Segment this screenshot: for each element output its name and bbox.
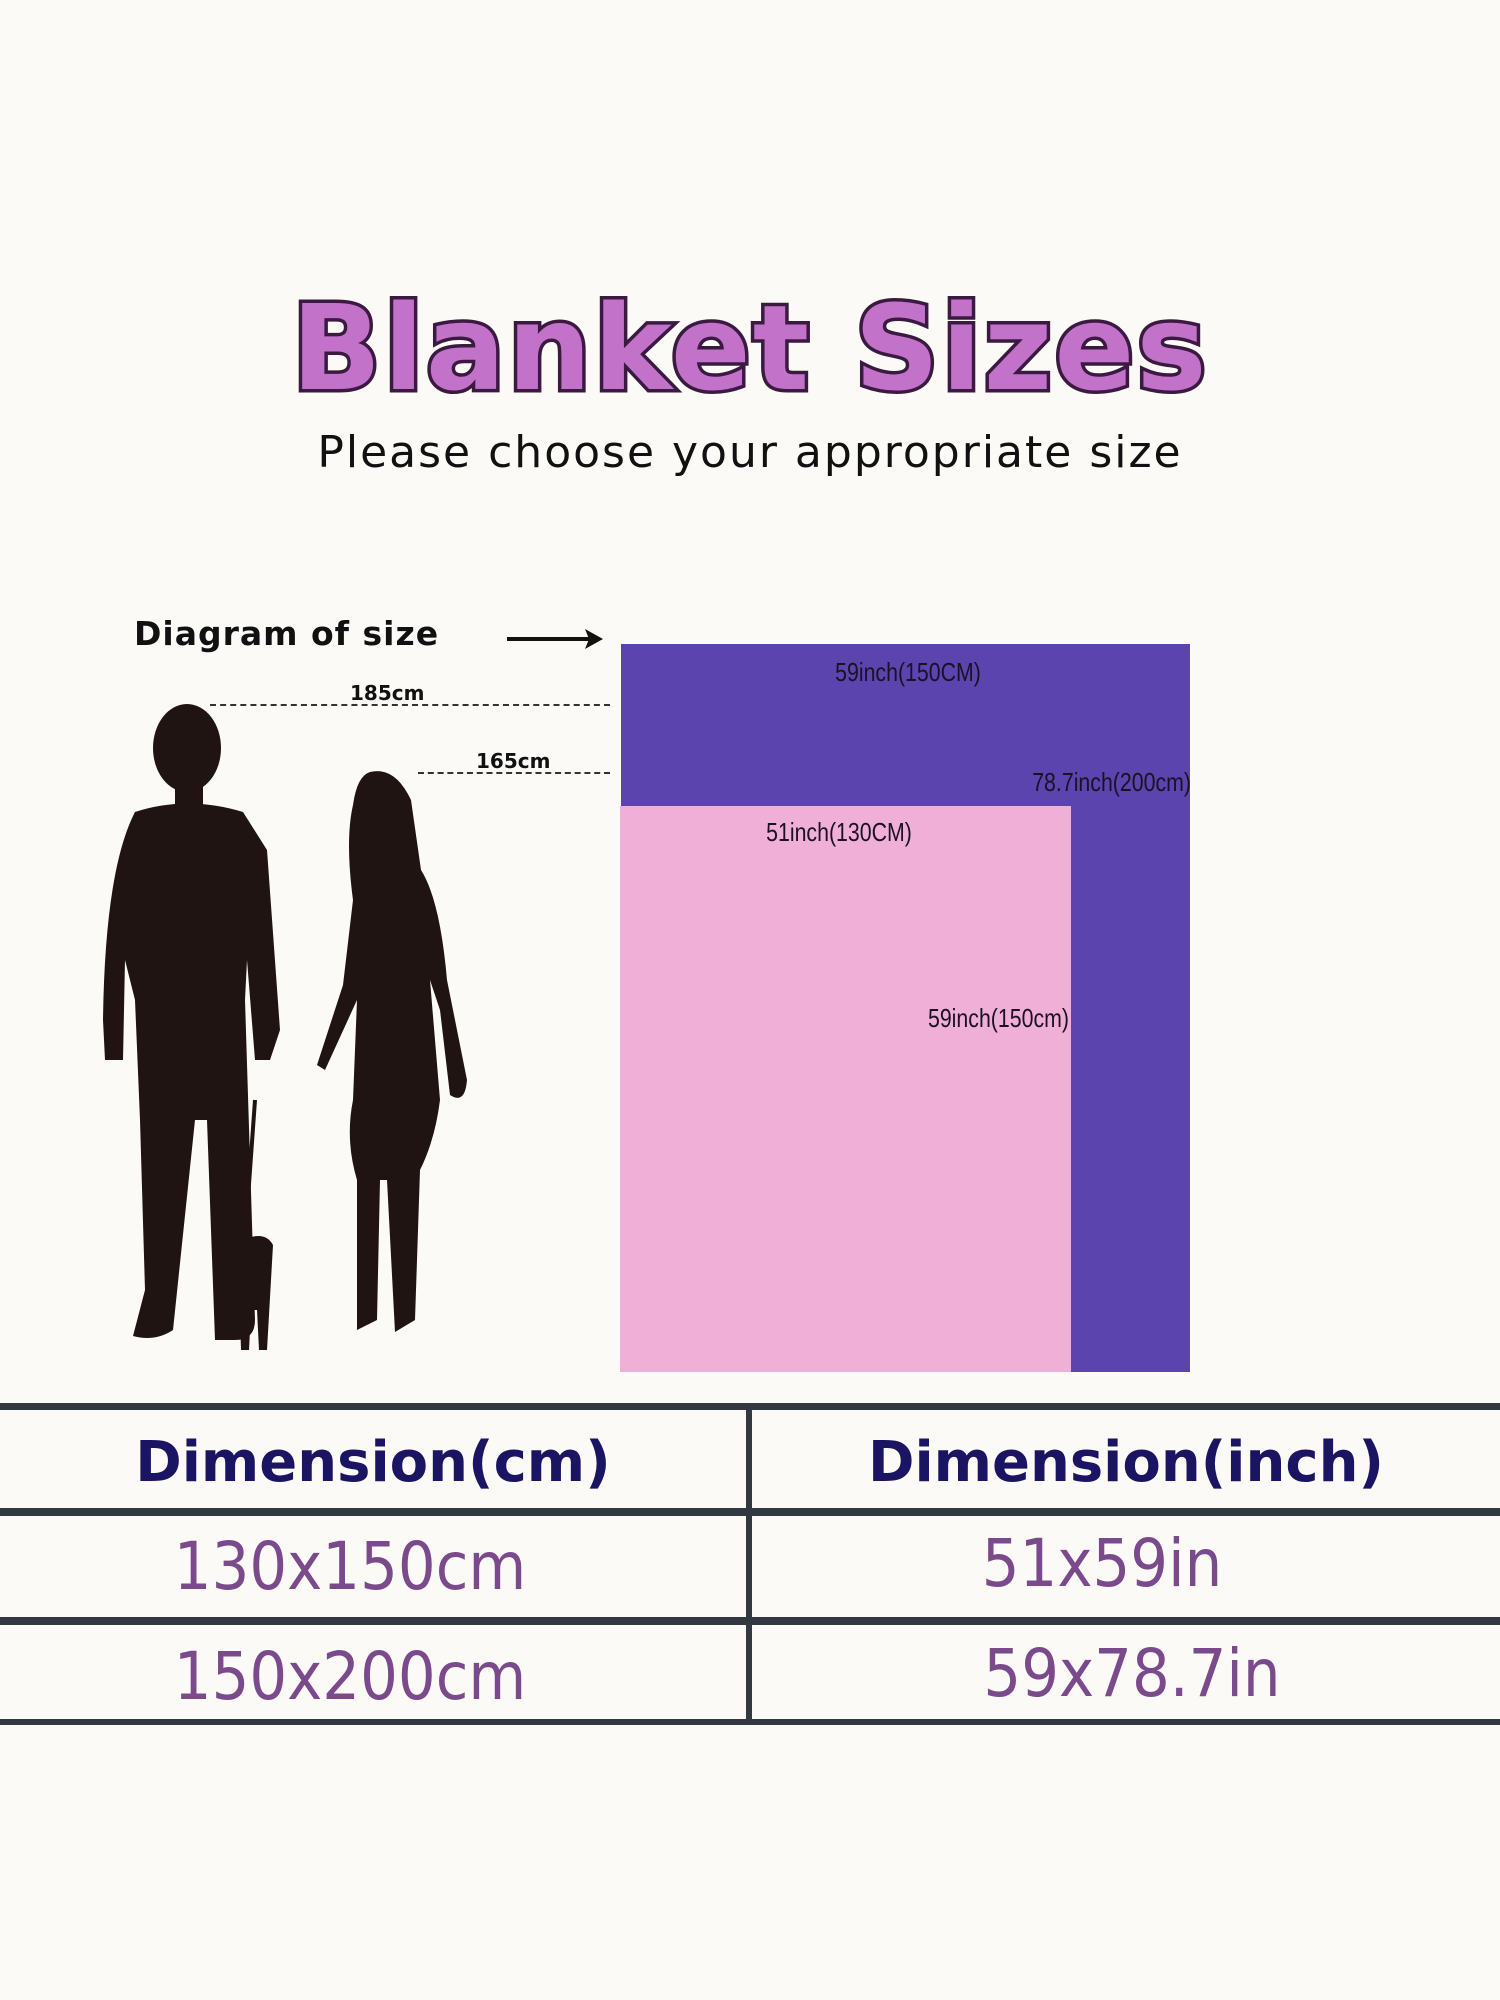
diagram-label: Diagram of size: [134, 614, 440, 653]
table-cell: 130x150cm: [173, 1528, 527, 1605]
man-height-line: [210, 704, 610, 706]
large-blanket-height-label: 78.7inch(200cm): [1032, 767, 1191, 797]
table-header-cm: Dimension(cm): [135, 1430, 611, 1495]
small-blanket-width-label: 51inch(130CM): [766, 817, 912, 847]
table-column-divider: [746, 1403, 752, 1725]
large-blanket-width-label: 59inch(150CM): [835, 657, 981, 687]
people-silhouette-icon: [103, 704, 467, 1350]
woman-height-label: 165cm: [476, 749, 551, 773]
table-cell: 51x59in: [981, 1525, 1223, 1602]
table-header-inch: Dimension(inch): [867, 1430, 1385, 1495]
page-title: Blanket Sizes: [288, 276, 1210, 421]
small-blanket-height-label: 59inch(150cm): [927, 1003, 1069, 1033]
arrow-right-icon: [507, 629, 603, 649]
page-subtitle: Please choose your appropriate size: [317, 427, 1183, 478]
table-cell: 150x200cm: [173, 1638, 527, 1715]
table-cell: 59x78.7in: [983, 1635, 1281, 1712]
woman-height-line: [418, 772, 610, 774]
small-blanket-rect: [620, 806, 1071, 1372]
man-height-label: 185cm: [350, 681, 425, 705]
